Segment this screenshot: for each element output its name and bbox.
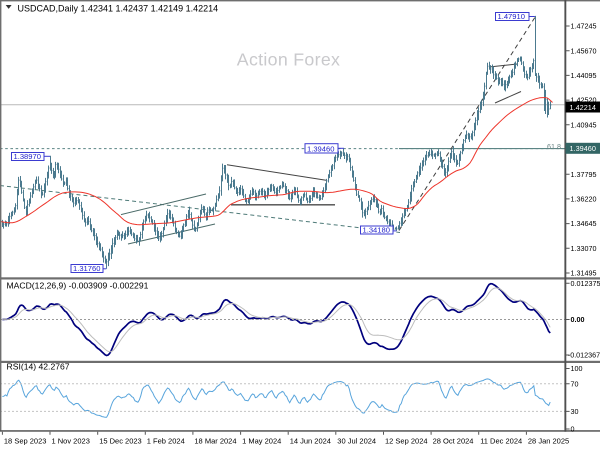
svg-text:1.33070: 1.33070 [571, 244, 597, 253]
svg-text:70: 70 [571, 379, 579, 388]
svg-text:1.37795: 1.37795 [571, 170, 597, 179]
svg-text:30: 30 [571, 407, 579, 416]
svg-text:100: 100 [571, 364, 583, 373]
svg-text:14 Jun 2024: 14 Jun 2024 [290, 437, 331, 446]
svg-text:1.34645: 1.34645 [571, 219, 597, 228]
svg-text:1.44095: 1.44095 [571, 71, 597, 80]
svg-text:1.36220: 1.36220 [571, 195, 597, 204]
svg-text:0.012375: 0.012375 [571, 279, 600, 288]
svg-text:Action Forex: Action Forex [237, 49, 340, 69]
svg-text:1.39460: 1.39460 [307, 145, 334, 154]
svg-text:1.34180: 1.34180 [363, 226, 390, 235]
svg-text:RSI(14) 42.2767: RSI(14) 42.2767 [7, 362, 70, 372]
svg-text:1.45670: 1.45670 [571, 46, 597, 55]
svg-text:1 Nov 2023: 1 Nov 2023 [52, 437, 90, 446]
svg-text:1.42214: 1.42214 [570, 103, 596, 112]
svg-text:30 Jul 2024: 30 Jul 2024 [337, 437, 376, 446]
svg-text:61.8: 61.8 [547, 142, 561, 151]
svg-text:1.47910: 1.47910 [498, 12, 525, 21]
svg-text:USDCAD,Daily 1.42341 1.42437: USDCAD,Daily 1.42341 1.42437 1.42149 1.4… [18, 4, 219, 14]
svg-text:18 Sep 2023: 18 Sep 2023 [4, 437, 47, 446]
svg-text:28 Oct 2024: 28 Oct 2024 [433, 437, 474, 446]
svg-text:1 May 2024: 1 May 2024 [242, 437, 281, 446]
svg-text:1.39460: 1.39460 [570, 144, 596, 153]
svg-text:18 Mar 2024: 18 Mar 2024 [194, 437, 236, 446]
svg-text:MACD(12,26,9) -0.003909 -0.002: MACD(12,26,9) -0.003909 -0.002291 [7, 280, 149, 290]
svg-text:0: 0 [571, 425, 575, 434]
svg-text:1.38970: 1.38970 [14, 152, 41, 161]
svg-text:1.31495: 1.31495 [571, 269, 597, 278]
svg-text:11 Dec 2024: 11 Dec 2024 [480, 437, 522, 446]
svg-text:-0.012367: -0.012367 [568, 351, 600, 360]
svg-text:1.42520: 1.42520 [571, 96, 597, 105]
svg-text:1.31760: 1.31760 [73, 264, 100, 273]
svg-text:0.00: 0.00 [571, 315, 585, 324]
svg-text:12 Sep 2024: 12 Sep 2024 [385, 437, 428, 446]
svg-text:1.47245: 1.47245 [571, 22, 597, 31]
svg-text:15 Dec 2023: 15 Dec 2023 [99, 437, 142, 446]
svg-text:1.40945: 1.40945 [571, 120, 597, 129]
svg-text:28 Jan 2025: 28 Jan 2025 [528, 437, 569, 446]
svg-text:1 Feb 2024: 1 Feb 2024 [147, 437, 185, 446]
